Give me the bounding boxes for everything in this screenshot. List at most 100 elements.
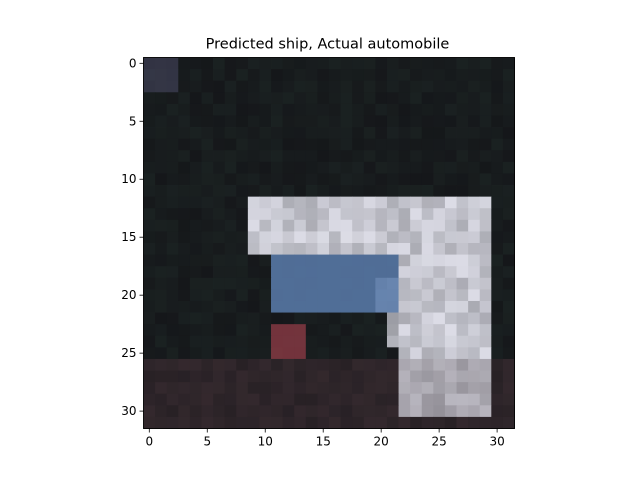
image-pixel (421, 335, 434, 348)
image-pixel (178, 254, 191, 267)
image-pixel (201, 57, 214, 70)
image-pixel (363, 335, 376, 348)
image-pixel (456, 219, 469, 232)
image-pixel (178, 196, 191, 209)
image-pixel (479, 358, 492, 371)
image-pixel (189, 185, 202, 198)
image-pixel (375, 254, 388, 267)
image-pixel (317, 57, 330, 70)
image-pixel (410, 127, 423, 140)
image-pixel (410, 324, 423, 337)
image-pixel (410, 382, 423, 395)
image-pixel (444, 150, 457, 163)
image-pixel (479, 80, 492, 93)
image-pixel (386, 173, 399, 186)
image-pixel (502, 393, 515, 406)
image-pixel (433, 370, 446, 383)
image-pixel (143, 80, 156, 93)
image-pixel (363, 405, 376, 418)
image-pixel (491, 289, 504, 302)
image-pixel (305, 80, 318, 93)
image-pixel (456, 185, 469, 198)
image-pixel (479, 150, 492, 163)
image-pixel (502, 219, 515, 232)
image-pixel (468, 289, 481, 302)
image-pixel (317, 208, 330, 221)
image-pixel (247, 231, 260, 244)
image-pixel (247, 335, 260, 348)
image-pixel (317, 69, 330, 82)
image-pixel (294, 150, 307, 163)
image-pixel (352, 150, 365, 163)
image-pixel (305, 416, 318, 429)
image-pixel (247, 219, 260, 232)
image-pixel (178, 347, 191, 360)
image-pixel (201, 103, 214, 116)
image-pixel (363, 370, 376, 383)
image-pixel (166, 312, 179, 325)
image-pixel (166, 92, 179, 105)
image-pixel (282, 347, 295, 360)
image-pixel (155, 335, 168, 348)
image-pixel (363, 185, 376, 198)
image-pixel (386, 138, 399, 151)
image-pixel (282, 138, 295, 151)
image-pixel (271, 80, 284, 93)
image-pixel (166, 289, 179, 302)
image-pixel (479, 393, 492, 406)
image-pixel (166, 57, 179, 70)
image-pixel (491, 358, 504, 371)
image-pixel (421, 312, 434, 325)
image-pixel (329, 254, 341, 267)
image-pixel (282, 243, 295, 255)
image-pixel (201, 196, 214, 209)
image-pixel (178, 312, 191, 325)
image-pixel (340, 416, 353, 429)
image-pixel (433, 127, 446, 140)
image-pixel (305, 382, 318, 395)
image-pixel (329, 358, 341, 371)
image-pixel (155, 92, 168, 105)
image-pixel (479, 405, 492, 418)
image-pixel (282, 196, 295, 209)
image-pixel (375, 231, 388, 244)
image-pixel (282, 127, 295, 140)
image-pixel (213, 150, 226, 163)
image-pixel (410, 243, 423, 255)
image-pixel (201, 324, 214, 337)
image-pixel (155, 138, 168, 151)
image-pixel (491, 277, 504, 290)
image-pixel (386, 127, 399, 140)
image-pixel (421, 161, 434, 174)
image-pixel (329, 103, 341, 116)
image-pixel (444, 92, 457, 105)
image-pixel (305, 92, 318, 105)
image-pixel (479, 127, 492, 140)
image-pixel (375, 127, 388, 140)
image-pixel (375, 312, 388, 325)
image-pixel (259, 127, 272, 140)
image-pixel (166, 150, 179, 163)
image-pixel (421, 254, 434, 267)
image-pixel (363, 57, 376, 70)
image-pixel (329, 300, 341, 313)
image-pixel (166, 138, 179, 151)
image-pixel (456, 347, 469, 360)
image-pixel (352, 347, 365, 360)
image-pixel (317, 127, 330, 140)
image-pixel (247, 185, 260, 198)
image-pixel (178, 127, 191, 140)
image-pixel (213, 347, 226, 360)
image-pixel (271, 185, 284, 198)
image-pixel (259, 393, 272, 406)
image-pixel (189, 208, 202, 221)
image-pixel (236, 185, 249, 198)
image-pixel (421, 92, 434, 105)
image-pixel (259, 382, 272, 395)
image-pixel (155, 312, 168, 325)
image-pixel (329, 80, 341, 93)
image-pixel (201, 312, 214, 325)
image-pixel (282, 300, 295, 313)
image-pixel (178, 405, 191, 418)
image-pixel (224, 219, 237, 232)
